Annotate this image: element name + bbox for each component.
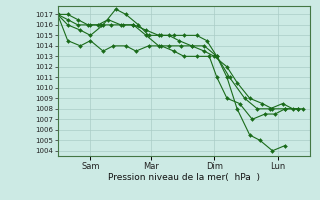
X-axis label: Pression niveau de la mer(  hPa  ): Pression niveau de la mer( hPa ) [108, 173, 260, 182]
